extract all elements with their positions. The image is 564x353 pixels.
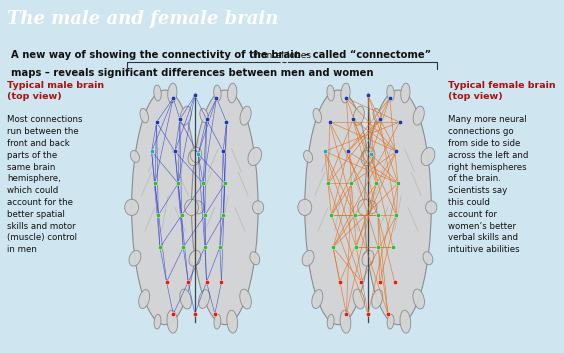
Ellipse shape bbox=[214, 85, 221, 101]
Ellipse shape bbox=[240, 106, 251, 125]
Ellipse shape bbox=[312, 289, 323, 309]
Ellipse shape bbox=[180, 106, 191, 125]
Ellipse shape bbox=[248, 148, 262, 166]
Ellipse shape bbox=[180, 289, 191, 309]
Text: A new way of showing the connectivity of the brain – called “connectome”: A new way of showing the connectivity of… bbox=[11, 50, 431, 60]
Ellipse shape bbox=[140, 108, 148, 123]
Ellipse shape bbox=[130, 150, 139, 162]
Ellipse shape bbox=[192, 201, 204, 214]
Ellipse shape bbox=[387, 314, 394, 329]
Ellipse shape bbox=[423, 252, 433, 265]
Ellipse shape bbox=[125, 199, 139, 215]
Ellipse shape bbox=[305, 90, 371, 325]
Ellipse shape bbox=[250, 252, 259, 265]
Ellipse shape bbox=[327, 314, 334, 329]
Ellipse shape bbox=[340, 310, 351, 333]
Ellipse shape bbox=[361, 148, 375, 166]
Ellipse shape bbox=[131, 90, 198, 325]
Text: Typical female brain
(top view): Typical female brain (top view) bbox=[448, 81, 555, 101]
Ellipse shape bbox=[372, 289, 383, 309]
Text: Frontal lobes: Frontal lobes bbox=[253, 51, 311, 60]
Ellipse shape bbox=[387, 85, 394, 101]
Ellipse shape bbox=[373, 108, 381, 123]
Ellipse shape bbox=[298, 199, 312, 215]
Ellipse shape bbox=[227, 310, 237, 333]
Ellipse shape bbox=[327, 85, 334, 101]
Ellipse shape bbox=[363, 150, 372, 162]
Text: The male and female brain: The male and female brain bbox=[7, 10, 278, 28]
Ellipse shape bbox=[253, 201, 264, 214]
Ellipse shape bbox=[341, 83, 350, 103]
Text: maps – reveals significant differences between men and women: maps – reveals significant differences b… bbox=[11, 68, 374, 78]
Ellipse shape bbox=[189, 250, 201, 266]
Ellipse shape bbox=[362, 250, 374, 266]
Ellipse shape bbox=[154, 85, 161, 101]
Ellipse shape bbox=[214, 314, 221, 329]
Ellipse shape bbox=[358, 199, 372, 215]
Ellipse shape bbox=[168, 83, 177, 103]
Ellipse shape bbox=[188, 148, 202, 166]
Ellipse shape bbox=[154, 314, 161, 329]
Ellipse shape bbox=[167, 310, 178, 333]
Ellipse shape bbox=[139, 289, 149, 309]
Ellipse shape bbox=[426, 201, 437, 214]
Text: Typical male brain
(top view): Typical male brain (top view) bbox=[7, 81, 104, 101]
Ellipse shape bbox=[192, 90, 258, 325]
Ellipse shape bbox=[313, 108, 321, 123]
Ellipse shape bbox=[200, 108, 208, 123]
Ellipse shape bbox=[228, 83, 237, 103]
Ellipse shape bbox=[421, 148, 435, 166]
Ellipse shape bbox=[129, 250, 141, 266]
Ellipse shape bbox=[365, 90, 431, 325]
Ellipse shape bbox=[401, 83, 410, 103]
Ellipse shape bbox=[413, 106, 424, 125]
Ellipse shape bbox=[240, 289, 252, 309]
Ellipse shape bbox=[190, 150, 199, 162]
Ellipse shape bbox=[363, 252, 373, 265]
Ellipse shape bbox=[400, 310, 411, 333]
Ellipse shape bbox=[184, 199, 199, 215]
Ellipse shape bbox=[353, 106, 364, 125]
Ellipse shape bbox=[302, 250, 314, 266]
Ellipse shape bbox=[365, 201, 377, 214]
Ellipse shape bbox=[199, 289, 210, 309]
Ellipse shape bbox=[413, 289, 425, 309]
Text: Most connections
run between the
front and back
parts of the
same brain
hemisphe: Most connections run between the front a… bbox=[7, 115, 83, 254]
Text: Many more neural
connections go
from side to side
across the left and
right hemi: Many more neural connections go from sid… bbox=[448, 115, 528, 254]
Ellipse shape bbox=[353, 289, 364, 309]
Ellipse shape bbox=[303, 150, 312, 162]
Ellipse shape bbox=[190, 252, 200, 265]
